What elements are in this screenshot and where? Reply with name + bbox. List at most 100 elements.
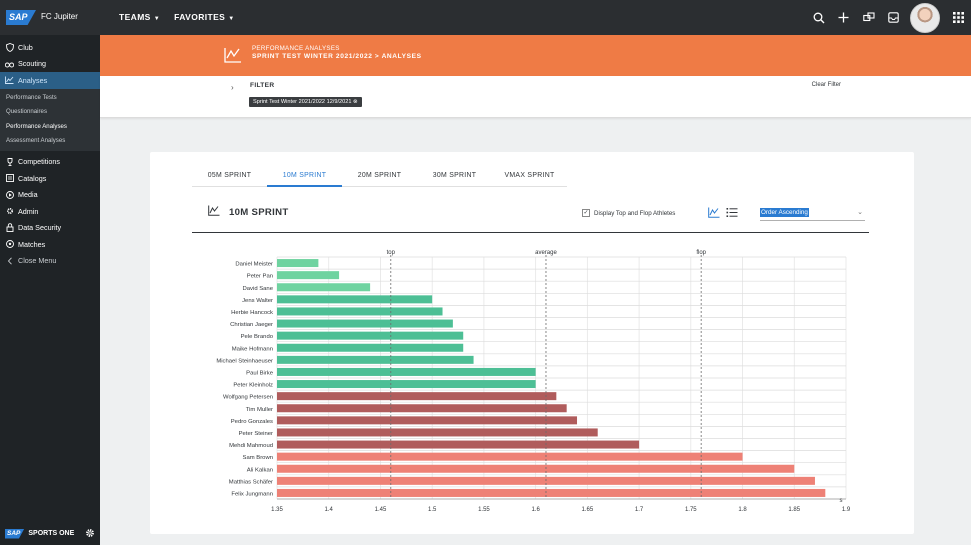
sap-logo: SAP	[5, 528, 25, 539]
athlete-label: Ali Kalkan	[247, 467, 273, 473]
sap-logo: SAP	[6, 10, 36, 25]
search-icon[interactable]	[806, 0, 831, 35]
gear-icon[interactable]	[85, 528, 95, 540]
sidebar-item-competitions[interactable]: Competitions	[0, 154, 100, 171]
bar-felix-jungmann	[277, 488, 826, 497]
bar-paul-birke	[277, 367, 536, 376]
section-title: 10M SPRINT	[229, 207, 289, 218]
sidebar-item-data-security[interactable]: Data Security	[0, 220, 100, 237]
bar-pele-brando	[277, 331, 464, 340]
chip-remove-icon[interactable]: ⊗	[353, 99, 358, 105]
x-tick-label: 1.75	[685, 507, 697, 513]
sidebar-subitem-performance-tests[interactable]: Performance Tests	[6, 93, 57, 101]
sidebar-item-matches[interactable]: Matches	[0, 236, 100, 253]
view-switcher	[708, 207, 738, 220]
avatar[interactable]	[910, 2, 940, 33]
list-view-icon[interactable]	[726, 207, 738, 220]
bar-christian-jaeger	[277, 319, 453, 328]
bar-tim-muller	[277, 404, 567, 413]
nav-teams-label: TEAMS	[119, 12, 151, 22]
checkbox-label: Display Top and Flop Athletes	[594, 209, 676, 217]
sidebar-subitem-performance-analyses[interactable]: Performance Analyses	[6, 122, 67, 130]
switch-icon[interactable]	[856, 0, 881, 35]
bar-sam-brown	[277, 452, 743, 461]
clear-filter-button[interactable]: Clear Filter	[811, 82, 841, 88]
chevron-down-icon: ⌄	[857, 209, 863, 216]
page-header: PERFORMANCE ANALYSES SPRINT TEST WINTER …	[100, 35, 971, 76]
athlete-label: David Sane	[243, 286, 274, 292]
sidebar-item-label: Media	[18, 190, 38, 200]
bar-daniel-meister	[277, 259, 319, 268]
sidebar-subitem-assessment-analyses[interactable]: Assessment Analyses	[6, 137, 66, 144]
bar-peter-pan	[277, 271, 340, 280]
tab-vmax-sprint[interactable]: VMAX SPRINT	[504, 172, 555, 179]
x-tick-label: 1.55	[478, 507, 490, 513]
chart-view-icon[interactable]	[708, 207, 720, 220]
filter-chip[interactable]: Sprint Test Winter 2021/2022 12/9/2021 ⊗	[249, 97, 362, 107]
sidebar-item-label: Scouting	[18, 59, 46, 69]
order-select[interactable]: Order Ascending ⌄	[760, 207, 865, 221]
reference-label-average: average	[535, 250, 557, 256]
tab-30m-sprint[interactable]: 30M SPRINT	[432, 172, 477, 179]
breadcrumb: SPRINT TEST WINTER 2021/2022 > ANALYSES	[252, 53, 422, 60]
bar-peter-kleinholz	[277, 380, 536, 389]
nav-teams[interactable]: TEAMS ▼	[119, 12, 160, 22]
sidebar-item-close-menu[interactable]: Close Menu	[0, 253, 100, 270]
tab-10m-sprint[interactable]: 10M SPRINT	[267, 167, 342, 187]
bar-ali-kalkan	[277, 464, 795, 473]
sidebar-item-club[interactable]: Club	[0, 39, 100, 56]
athlete-label: Pele Brando	[241, 334, 274, 340]
x-tick-label: 1.45	[375, 507, 387, 513]
chevron-down-icon: ▼	[153, 16, 161, 22]
x-tick-label: 1.85	[788, 507, 800, 513]
media-icon	[5, 190, 14, 199]
x-tick-label: 1.7	[635, 507, 644, 513]
x-tick-label: 1.9	[842, 507, 851, 513]
chevron-right-icon[interactable]: ›	[231, 83, 234, 92]
inbox-icon[interactable]	[881, 0, 906, 35]
bar-jens-walter	[277, 295, 433, 304]
bar-pedro-gonzales	[277, 416, 578, 425]
grid-menu-icon[interactable]	[946, 0, 971, 35]
bar-mehdi-mahmoud	[277, 440, 640, 449]
top-flop-toggle[interactable]: ✓ Display Top and Flop Athletes	[582, 209, 675, 217]
sidebar-item-media[interactable]: Media	[0, 187, 100, 204]
bar-david-sane	[277, 283, 371, 292]
sidebar-submenu: Performance Tests Questionnaires Perform…	[0, 88, 100, 151]
line-chart-icon	[5, 76, 14, 85]
nav-favorites[interactable]: FAVORITES ▼	[174, 12, 235, 22]
app-title[interactable]: FC Jupiter	[41, 12, 78, 21]
reference-label-top: top	[387, 250, 396, 256]
sidebar-item-scouting[interactable]: Scouting	[0, 56, 100, 73]
divider	[192, 232, 869, 233]
athlete-label: Paul Birke	[246, 370, 274, 376]
add-icon[interactable]	[831, 0, 856, 35]
tab-05m-sprint[interactable]: 05M SPRINT	[207, 172, 252, 179]
sidebar-item-label: Close Menu	[18, 256, 57, 266]
side-navigation: Club Scouting Analyses Performance Tests…	[0, 35, 100, 545]
filter-chip-label: Sprint Test Winter 2021/2022 12/9/2021	[253, 99, 352, 105]
bar-michael-steinhaeuser	[277, 355, 474, 364]
shield-icon	[5, 42, 14, 52]
athlete-label: Peter Pan	[247, 274, 273, 280]
sprint-tabs: 05M SPRINT 10M SPRINT 20M SPRINT 30M SPR…	[192, 167, 567, 187]
lock-icon	[5, 223, 14, 233]
sidebar-item-admin[interactable]: Admin	[0, 203, 100, 220]
checkbox[interactable]: ✓	[582, 209, 590, 217]
product-name: SPORTS ONE	[28, 530, 75, 537]
athlete-label: Wolfgang Petersen	[223, 395, 273, 401]
sidebar-item-label: Analyses	[18, 75, 48, 85]
x-tick-label: 1.8	[738, 507, 747, 513]
athlete-label: Daniel Meister	[235, 262, 273, 268]
tab-20m-sprint[interactable]: 20M SPRINT	[357, 172, 402, 179]
sidebar-item-label: Data Security	[18, 223, 62, 233]
bar-maike-hofmann	[277, 343, 464, 352]
sidebar-item-analyses[interactable]: Analyses	[0, 72, 100, 89]
athlete-label: Herbie Hancock	[231, 310, 273, 316]
filter-label: FILTER	[250, 82, 275, 89]
sidebar-item-catalogs[interactable]: Catalogs	[0, 170, 100, 187]
sidebar-subitem-questionnaires[interactable]: Questionnaires	[6, 108, 47, 115]
nav-favorites-label: FAVORITES	[174, 12, 226, 22]
athlete-label: Jens Walter	[242, 298, 273, 304]
analysis-card: 05M SPRINT 10M SPRINT 20M SPRINT 30M SPR…	[150, 152, 914, 534]
